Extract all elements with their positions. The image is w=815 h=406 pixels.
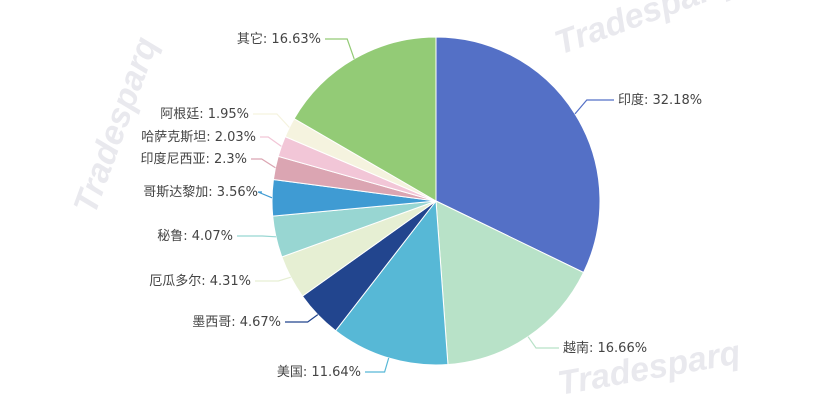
leader-line: [325, 38, 355, 60]
leader-line: [257, 191, 273, 199]
pie-slices: [271, 36, 601, 366]
slice-label: 美国: 11.64%: [277, 365, 361, 380]
slice-labels: 印度: 32.18% 越南: 16.66% 美国: 11.64% 墨西哥: 4.67%…: [140, 31, 702, 380]
slice-label: 越南: 16.66%: [563, 340, 647, 356]
leader-line: [285, 314, 319, 323]
leader-line: [237, 235, 277, 238]
leader-line: [527, 336, 559, 349]
slice-label: 厄瓜多尔: 4.31%: [149, 273, 251, 289]
slice-label: 哥斯达黎加: 3.56%: [143, 185, 258, 200]
slice-label: 其它: 16.63%: [237, 31, 321, 47]
pie-slice: [293, 36, 437, 202]
leader-line: [260, 136, 282, 147]
leader-line: [253, 113, 290, 128]
leader-lines: [237, 38, 614, 373]
pie-slice: [435, 36, 601, 274]
watermark-text: Tradesparq: [550, 0, 737, 63]
slice-label: 哈萨克斯坦: 2.03%: [141, 130, 256, 145]
slice-label: 秘鲁: 4.07%: [157, 229, 233, 244]
leader-line: [251, 158, 276, 169]
leader-line: [365, 357, 390, 373]
leader-line: [255, 276, 291, 282]
slice-label: 阿根廷: 1.95%: [160, 107, 249, 122]
pie-slice: [435, 200, 585, 366]
slice-label: 印度: 32.18%: [618, 92, 702, 108]
leader-line: [574, 99, 614, 115]
slice-label: 印度尼西亚: 2.3%: [140, 151, 247, 167]
slice-label: 墨西哥: 4.67%: [192, 315, 281, 330]
